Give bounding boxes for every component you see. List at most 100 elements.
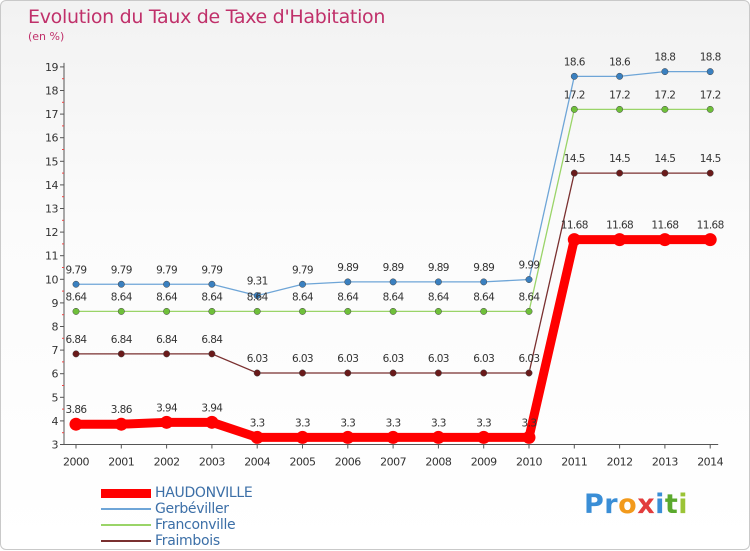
data-point xyxy=(525,369,533,377)
data-point xyxy=(208,350,216,358)
data-point xyxy=(163,350,171,358)
data-label: 18.6 xyxy=(609,56,631,68)
x-tick-label: 2012 xyxy=(607,456,633,469)
data-point xyxy=(69,417,83,431)
data-point xyxy=(570,72,578,80)
y-tick-label: 19 xyxy=(45,61,58,74)
data-point xyxy=(477,430,491,444)
data-point xyxy=(570,105,578,113)
data-point xyxy=(117,280,125,288)
data-point xyxy=(208,307,216,315)
data-label: 3.94 xyxy=(201,402,223,414)
x-tick-label: 2001 xyxy=(108,456,134,469)
data-label: 9.79 xyxy=(156,264,177,276)
data-point xyxy=(434,369,442,377)
data-label: 17.2 xyxy=(564,89,585,101)
x-tick-label: 2000 xyxy=(63,456,89,469)
x-tick-label: 2008 xyxy=(425,456,451,469)
data-label: 11.68 xyxy=(651,220,678,232)
data-label: 6.84 xyxy=(201,334,223,346)
legend-swatch xyxy=(101,489,151,498)
data-label: 6.03 xyxy=(428,353,449,365)
data-label: 14.5 xyxy=(564,153,585,165)
data-point xyxy=(570,169,578,177)
logo-letter: i xyxy=(678,489,689,520)
data-labels: 9.79 9.79 9.79 9.79 9.31 9.79 9.89 9.89 9.89 9.89… xyxy=(66,52,725,430)
data-label: 17.2 xyxy=(609,89,630,101)
data-point xyxy=(616,105,624,113)
data-point xyxy=(253,292,261,300)
x-tick-label: 2011 xyxy=(561,456,587,469)
data-label: 3.3 xyxy=(295,417,310,429)
proxiti-logo: Proxiti xyxy=(584,489,688,520)
data-point xyxy=(344,369,352,377)
y-tick-label: 4 xyxy=(52,415,59,428)
data-point xyxy=(525,276,533,283)
data-point xyxy=(706,169,714,177)
data-label: 8.64 xyxy=(156,291,178,303)
data-label: 18.8 xyxy=(700,52,721,64)
legend-swatch xyxy=(101,508,151,510)
data-label: 6.84 xyxy=(156,334,178,346)
data-label: 3.3 xyxy=(250,417,265,429)
data-point xyxy=(661,105,669,113)
series-lines xyxy=(69,68,717,444)
data-label: 8.64 xyxy=(519,291,541,303)
data-point xyxy=(341,430,355,444)
y-tick-label: 6 xyxy=(52,368,59,381)
data-point xyxy=(480,307,488,315)
data-point xyxy=(703,233,717,247)
logo-letter: P xyxy=(584,489,605,520)
data-point xyxy=(160,415,174,429)
x-tick-label: 2010 xyxy=(516,456,542,469)
data-point xyxy=(344,278,352,286)
x-tick-label: 2006 xyxy=(335,456,361,469)
data-point xyxy=(616,169,624,177)
data-point xyxy=(250,430,264,444)
data-label: 17.2 xyxy=(700,89,721,101)
data-label: 9.79 xyxy=(66,264,87,276)
x-tick-label: 2003 xyxy=(199,456,225,469)
data-point xyxy=(205,415,219,429)
data-point xyxy=(72,307,80,315)
y-tick-label: 10 xyxy=(45,273,58,286)
data-point xyxy=(114,417,128,431)
data-label: 18.8 xyxy=(654,52,675,64)
data-label: 9.31 xyxy=(247,276,268,288)
data-label: 11.68 xyxy=(606,220,633,232)
data-point xyxy=(299,307,306,315)
data-label: 8.64 xyxy=(247,291,269,303)
data-point xyxy=(299,369,306,377)
logo-letter: i xyxy=(655,489,665,520)
data-label: 3.3 xyxy=(386,417,401,429)
unit-label: (en %) xyxy=(28,30,65,43)
data-label: 6.03 xyxy=(292,353,313,365)
axes: 3 4 5 6 7 8 9 10 11 12 13 14 15 16 17 18 19 2000 2001 2002 2… xyxy=(45,61,724,469)
x-tick-label: 2013 xyxy=(652,456,678,469)
data-point xyxy=(296,430,309,444)
data-label: 3.3 xyxy=(476,417,491,429)
data-label: 9.99 xyxy=(519,260,540,272)
data-point xyxy=(706,105,714,113)
data-point xyxy=(253,307,261,315)
legend-swatch xyxy=(101,540,151,542)
y-tick-label: 11 xyxy=(45,250,58,263)
data-label: 6.03 xyxy=(247,353,268,365)
x-tick-label: 2014 xyxy=(697,456,723,469)
data-label: 9.79 xyxy=(201,264,222,276)
data-label: 14.5 xyxy=(654,153,675,165)
x-tick-label: 2005 xyxy=(290,456,316,469)
data-label: 9.79 xyxy=(292,264,313,276)
data-point xyxy=(344,307,352,315)
logo-letter: t xyxy=(664,489,679,520)
logo-letter: r xyxy=(604,489,619,520)
data-label: 9.79 xyxy=(111,264,132,276)
data-label: 6.03 xyxy=(473,353,494,365)
data-label: 3.94 xyxy=(156,402,178,414)
data-point xyxy=(706,68,714,76)
chart-title: Evolution du Taux de Taxe d'Habitation xyxy=(28,6,386,28)
data-point xyxy=(525,307,533,315)
x-tick-label: 2007 xyxy=(380,456,406,469)
